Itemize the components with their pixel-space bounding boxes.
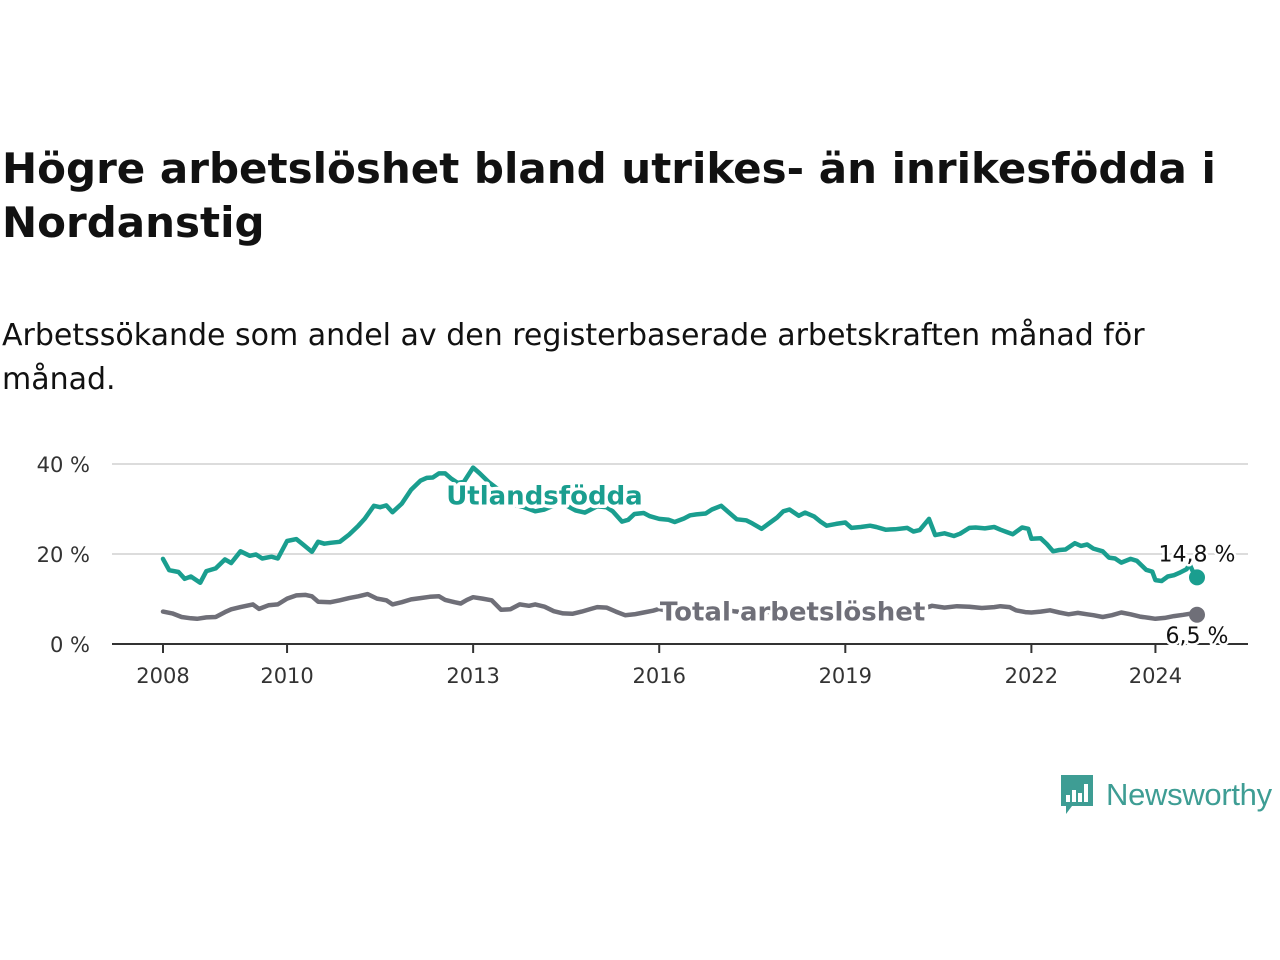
series-labels: Utlandsfödda Total arbetslöshet 14,8 % 6,5 …: [443, 478, 1238, 651]
x-tick-label: 2013: [446, 664, 499, 688]
axes: 0 % 20 % 40 % 2008 2010 2013 2016 2019 2022 2024: [37, 453, 1248, 688]
series-label-total: Total arbetslöshet: [660, 598, 925, 628]
series-line-utlandsfodda: [160, 465, 1200, 586]
series-line-total: [160, 591, 1200, 622]
y-tick-label: 0 %: [50, 633, 90, 657]
end-point-total: [1189, 606, 1205, 623]
gridlines: [112, 463, 1248, 555]
x-tick-label: 2010: [260, 664, 313, 688]
x-tick-label: 2019: [819, 664, 872, 688]
brand-logo: Newsworthy: [1058, 772, 1272, 818]
page-title: Högre arbetslöshet bland utrikes- än inr…: [2, 144, 1216, 247]
end-point-utlandsfodda: [1189, 569, 1205, 586]
x-tick-label: 2022: [1005, 664, 1058, 688]
x-tick-label: 2024: [1129, 664, 1182, 688]
bar-chart-speech-bubble-icon: [1061, 775, 1093, 814]
series-lines: [160, 465, 1205, 623]
series-label-utlandsfodda: Utlandsfödda: [446, 482, 643, 512]
brand-name: Newsworthy: [1106, 777, 1272, 812]
y-tick-label: 40 %: [37, 453, 90, 477]
end-label-utlandsfodda: 14,8 %: [1159, 542, 1236, 567]
page-subtitle: Arbetssökande som andel av den registerb…: [2, 318, 1145, 397]
y-tick-label: 20 %: [37, 543, 90, 567]
end-label-total: 6,5 %: [1166, 624, 1229, 649]
x-tick-label: 2016: [632, 664, 685, 688]
line-chart: 0 %20 %40 %2008 2010 2013 2016 2019 2022 2024 …: [37, 453, 1248, 688]
x-tick-label: 2008: [136, 664, 189, 688]
